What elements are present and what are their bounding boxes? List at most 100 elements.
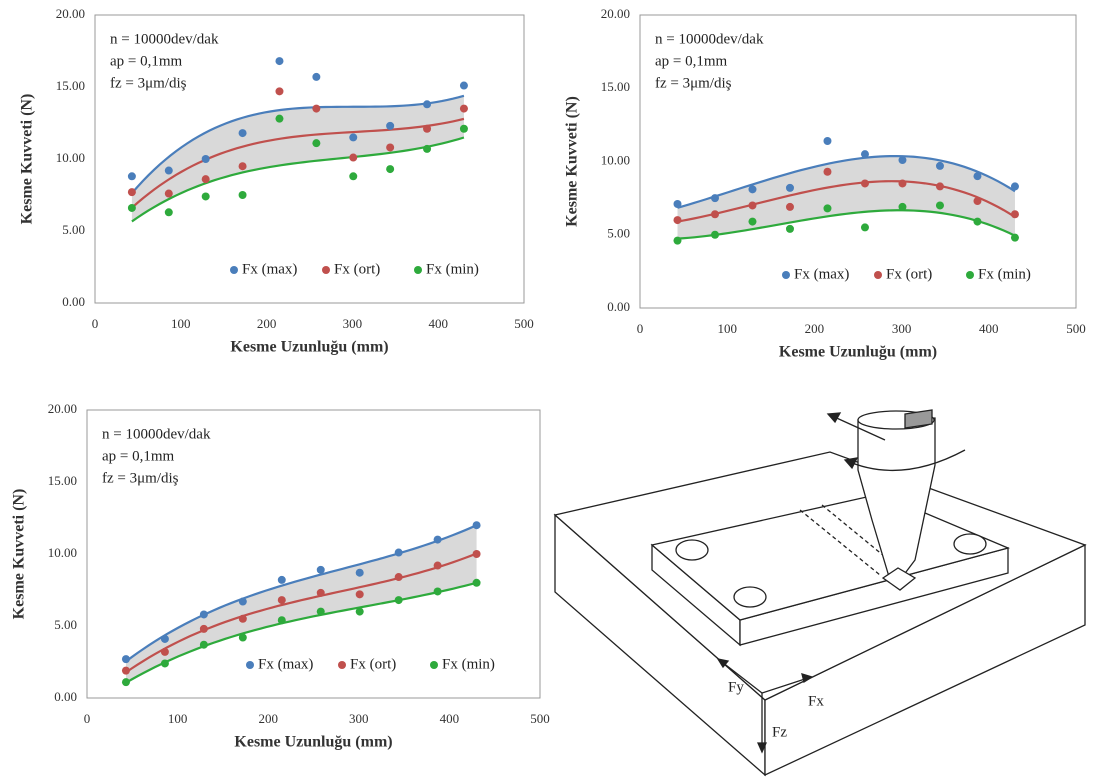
y-tick-label: 0.00	[54, 689, 77, 704]
data-point	[973, 197, 982, 206]
data-point	[127, 203, 136, 212]
data-point	[459, 124, 468, 133]
data-point	[935, 161, 944, 170]
data-point	[275, 57, 284, 66]
data-point	[316, 607, 325, 616]
data-point	[823, 204, 832, 213]
data-point	[349, 153, 358, 162]
legend-marker	[874, 271, 882, 279]
legend-label: Fx (ort)	[334, 261, 380, 277]
x-tick-label: 400	[428, 316, 448, 331]
rotation-arrow-head	[843, 457, 859, 470]
data-point	[748, 185, 757, 194]
annotation: n = 10000dev/dak	[110, 31, 219, 47]
legend-label: Fx (max)	[258, 656, 313, 672]
data-point	[860, 179, 869, 188]
annotation: fz = 3μm/diş	[655, 75, 732, 91]
legend-label: Fx (max)	[794, 266, 849, 282]
x-tick-label: 500	[530, 711, 550, 726]
data-point	[312, 72, 321, 81]
legend-marker	[338, 661, 346, 669]
data-point	[121, 655, 130, 664]
legend-marker	[230, 266, 238, 274]
data-point	[394, 596, 403, 605]
data-point	[935, 182, 944, 191]
data-point	[199, 610, 208, 619]
data-point	[386, 165, 395, 174]
data-point	[1010, 233, 1019, 242]
x-tick-label: 300	[349, 711, 369, 726]
data-point	[355, 568, 364, 577]
data-point	[860, 223, 869, 232]
x-tick-label: 400	[979, 321, 999, 336]
y-tick-label: 10.00	[56, 150, 85, 165]
data-point	[201, 175, 210, 184]
trendline	[125, 524, 478, 663]
feed-arrow	[829, 414, 886, 441]
data-point	[127, 172, 136, 181]
annotation: ap = 0,1mm	[655, 53, 728, 69]
data-point	[238, 614, 247, 623]
data-point	[277, 616, 286, 625]
data-point	[355, 590, 364, 599]
legend-label: Fx (min)	[978, 266, 1031, 282]
data-point	[459, 81, 468, 90]
data-point	[433, 535, 442, 544]
data-point	[127, 188, 136, 197]
data-point	[898, 202, 907, 211]
trend-band	[131, 95, 464, 222]
hole	[675, 539, 709, 561]
data-point	[898, 179, 907, 188]
y-tick-label: 15.00	[48, 473, 77, 488]
data-point	[277, 575, 286, 584]
y-tick-label: 20.00	[48, 401, 77, 416]
x-tick-label: 0	[637, 321, 644, 336]
x-tick-label: 100	[717, 321, 737, 336]
legend-marker	[430, 661, 438, 669]
legend-label: Fx (max)	[242, 261, 297, 277]
data-point	[472, 550, 481, 558]
data-point	[710, 230, 719, 239]
y-tick-label: 10.00	[601, 152, 630, 167]
data-point	[316, 565, 325, 574]
data-point	[121, 666, 130, 675]
data-point	[1010, 182, 1019, 191]
x-tick-label: 500	[514, 316, 534, 331]
x-axis-label: Kesme Uzunluğu (mm)	[230, 339, 388, 356]
trendline	[125, 581, 477, 684]
y-axis-label: Kesme Kuvveti (N)	[564, 96, 581, 227]
y-tick-label: 0.00	[62, 294, 85, 309]
annotation: fz = 3μm/diş	[102, 470, 179, 486]
data-point	[164, 166, 173, 175]
data-point	[459, 104, 468, 113]
chart: 0.00 5.00 10.00 15.00 20.00 0 100 200 300 400 500 K…	[11, 401, 550, 751]
data-point	[164, 189, 173, 198]
data-point	[785, 183, 794, 192]
fx-axis	[761, 677, 809, 694]
y-tick-label: 20.00	[601, 6, 630, 21]
data-point	[673, 199, 682, 208]
data-point	[275, 87, 284, 96]
x-tick-label: 500	[1066, 321, 1086, 336]
data-point	[238, 633, 247, 642]
data-point	[472, 521, 481, 530]
data-point	[277, 596, 286, 605]
data-point	[394, 548, 403, 557]
data-point	[785, 224, 794, 233]
annotation: fz = 3μm/diş	[110, 75, 187, 91]
legend-marker	[782, 271, 790, 279]
data-point	[673, 236, 682, 245]
trend-band	[677, 156, 1015, 239]
trendline	[131, 136, 465, 223]
trendline	[125, 552, 477, 674]
data-point	[748, 217, 757, 226]
legend-marker	[246, 661, 254, 669]
data-point	[433, 587, 442, 596]
data-point	[710, 210, 719, 219]
data-point	[199, 624, 208, 633]
legend-marker	[966, 271, 974, 279]
data-point	[238, 191, 247, 199]
fx-label: Fx	[808, 693, 824, 709]
x-tick-label: 100	[168, 711, 188, 726]
annotation: ap = 0,1mm	[110, 53, 183, 69]
